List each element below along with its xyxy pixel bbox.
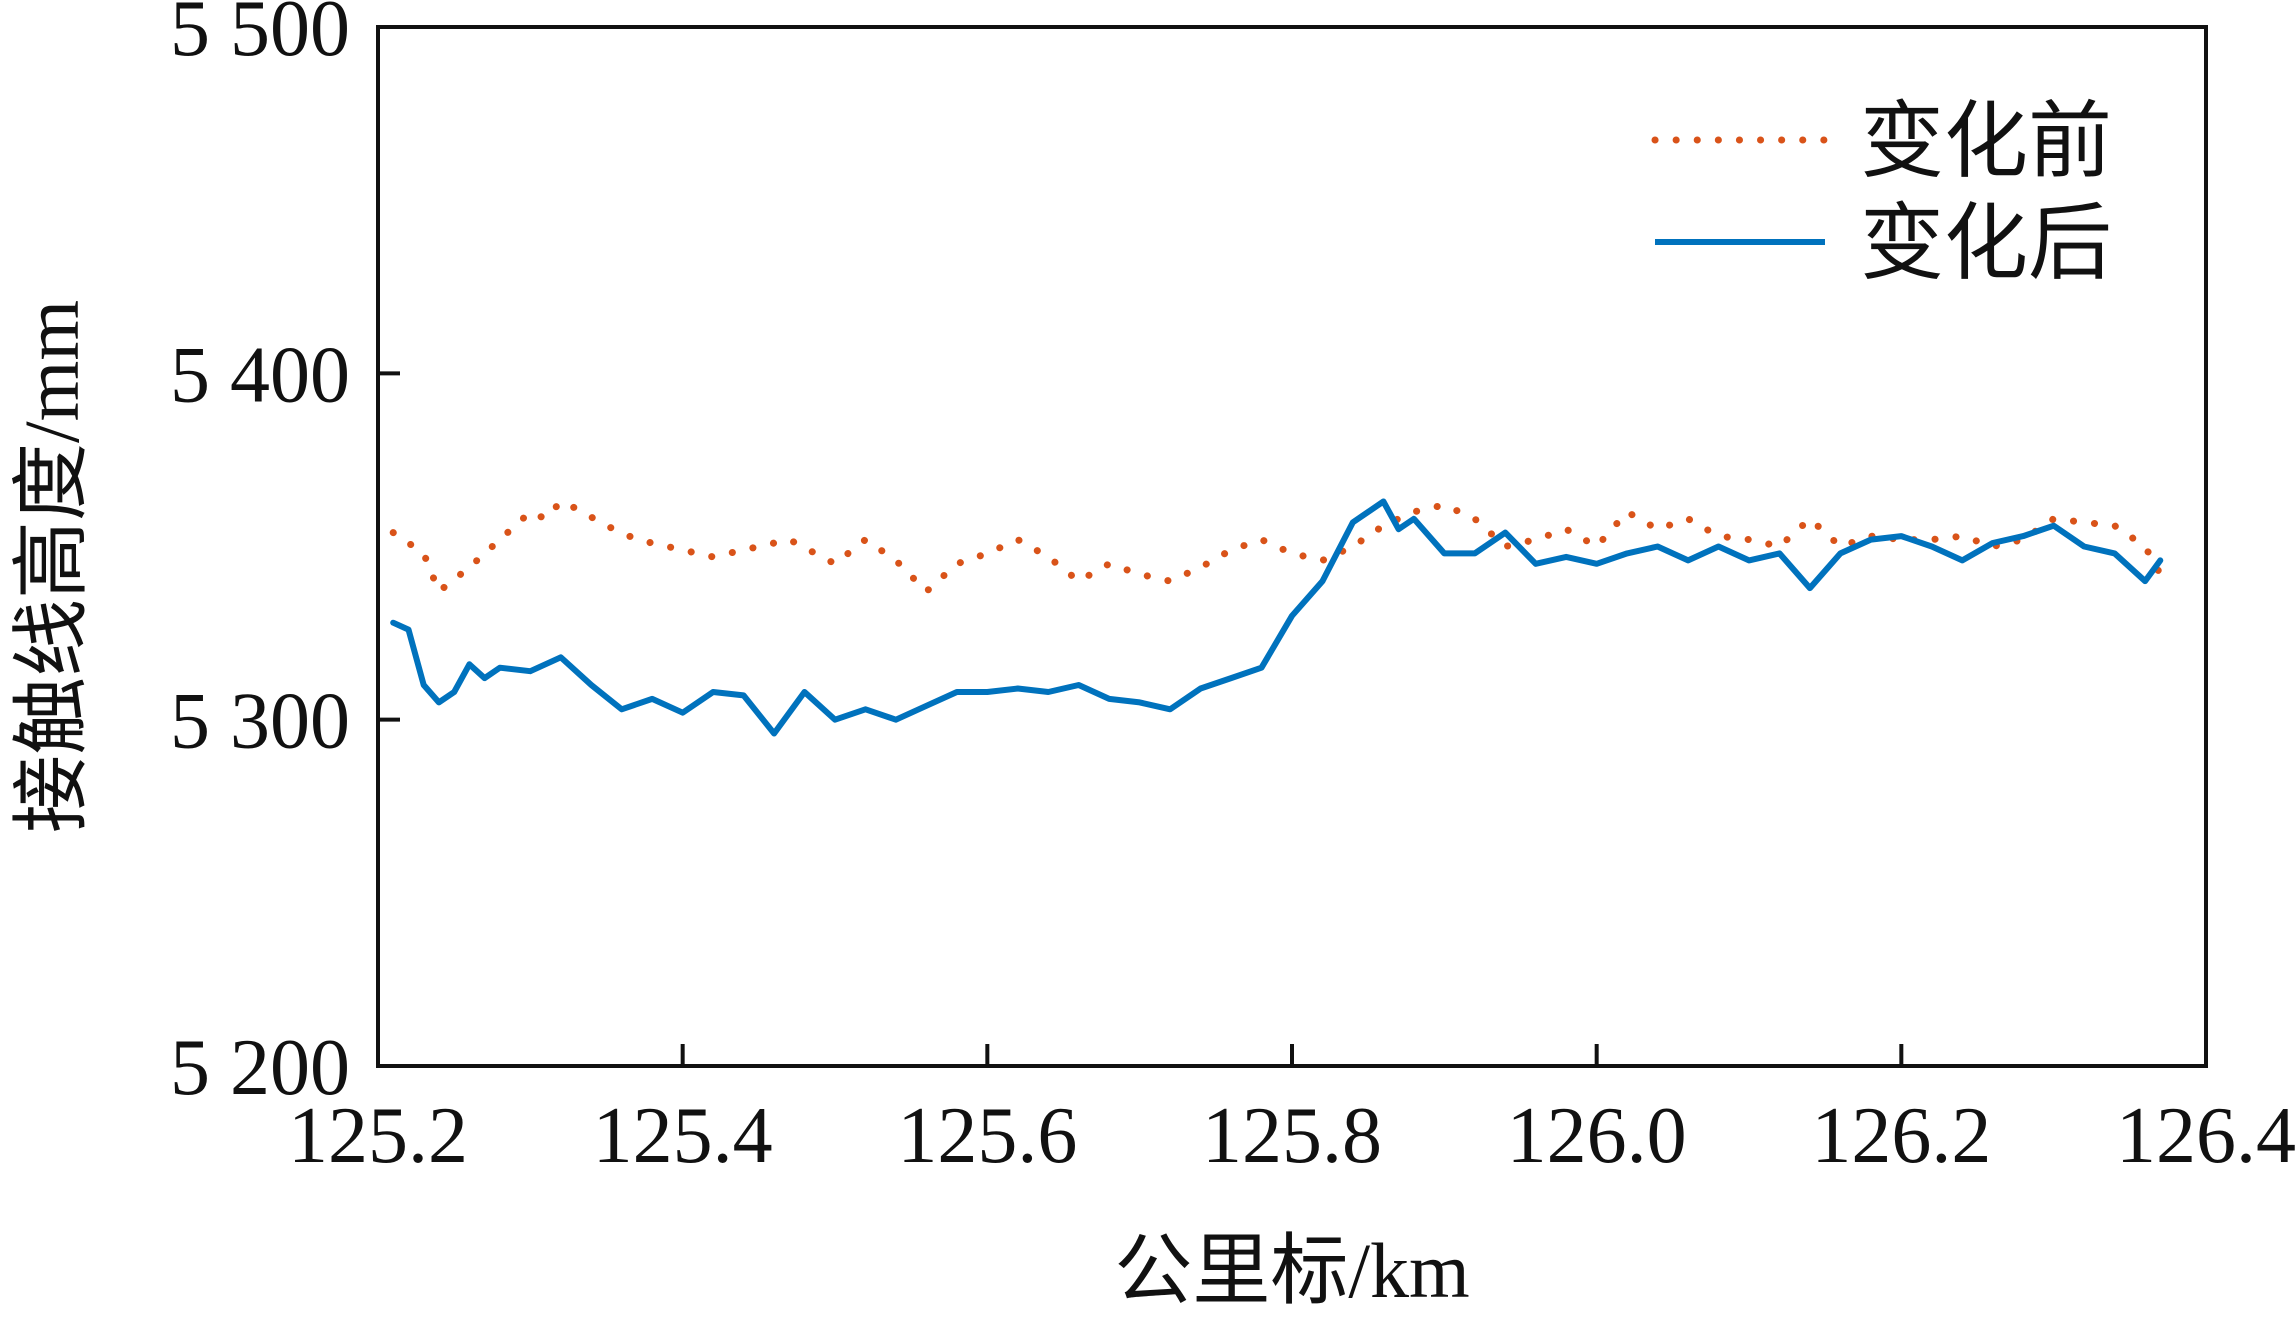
y-tick-label: 5 400	[170, 331, 350, 419]
x-tick-label: 125.2	[288, 1092, 468, 1180]
series-line-after	[390, 498, 2164, 737]
x-tick-label: 126.4	[2116, 1092, 2296, 1180]
ticks-layer: 125.2 125.4 125.6 125.8 126.0 126.2 126.4 5 200…	[170, 0, 2296, 1180]
y-tick-label: 5 200	[170, 1024, 350, 1112]
x-tick-label: 126.2	[1811, 1092, 1991, 1180]
y-tick-label: 5 300	[170, 678, 350, 766]
series-layer	[389, 498, 2164, 737]
legend-label-before: 变化前	[1860, 96, 2112, 189]
series-line-before	[389, 498, 2164, 595]
legend: 变化前 变化后	[1651, 96, 2112, 291]
y-axis-title: 接触线高度/mm	[8, 300, 95, 833]
x-axis-title: 公里标/km	[1114, 1227, 1469, 1314]
x-tick-label: 125.6	[897, 1092, 1077, 1180]
x-tick-label: 126.0	[1507, 1092, 1687, 1180]
legend-label-after: 变化后	[1860, 198, 2112, 291]
y-tick-label: 5 500	[170, 0, 350, 73]
x-tick-label: 125.8	[1202, 1092, 1382, 1180]
x-tick-label: 125.4	[593, 1092, 773, 1180]
